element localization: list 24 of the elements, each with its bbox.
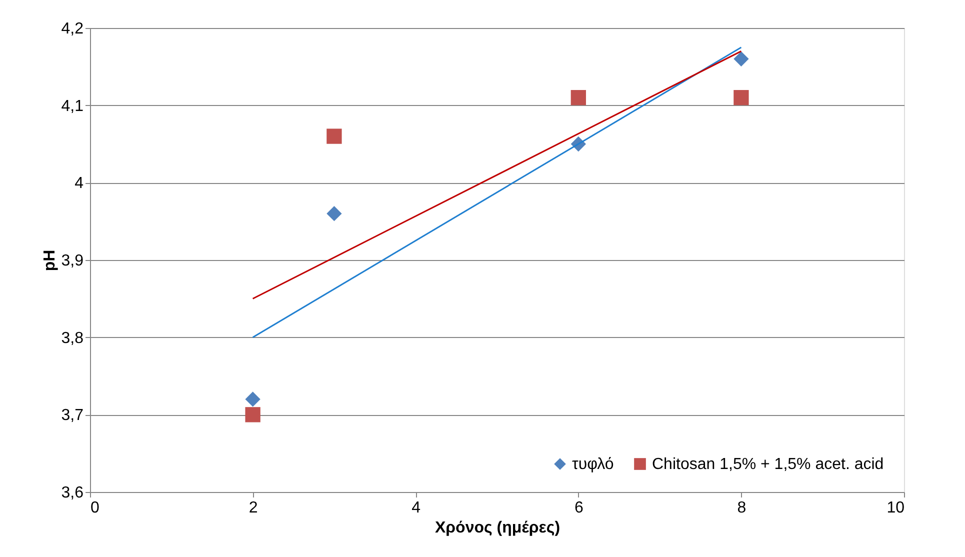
x-tick-label: 0 — [90, 500, 100, 516]
y-tick-label: 3,7 — [61, 407, 84, 424]
point — [326, 128, 342, 144]
x-tick-label: 2 — [248, 500, 258, 516]
y-tick-label: 3,6 — [61, 484, 84, 502]
point — [326, 206, 342, 222]
legend-label: Chitosan 1,5% + 1,5% acet. acid — [652, 456, 884, 473]
point — [734, 51, 749, 67]
y-tick-label: 4,1 — [61, 98, 84, 115]
y-tick-label: 3,9 — [61, 252, 84, 270]
point — [245, 407, 260, 422]
x-tick-label: 6 — [574, 500, 584, 516]
x-tick-label: 10 — [886, 500, 905, 516]
point — [734, 90, 749, 106]
x-tick-label: 8 — [737, 500, 746, 516]
x-tick-label: 4 — [412, 500, 421, 516]
y-tick-label: 4,2 — [61, 20, 84, 38]
legend-label: τυφλό — [572, 456, 614, 473]
point — [245, 392, 260, 407]
y-tick-label: 4 — [74, 175, 84, 192]
y-axis-title: pH — [41, 250, 58, 272]
x-axis-title: Χρόνος (ημέρες) — [434, 520, 560, 536]
point — [570, 90, 586, 106]
y-tick-label: 3,8 — [61, 330, 84, 347]
